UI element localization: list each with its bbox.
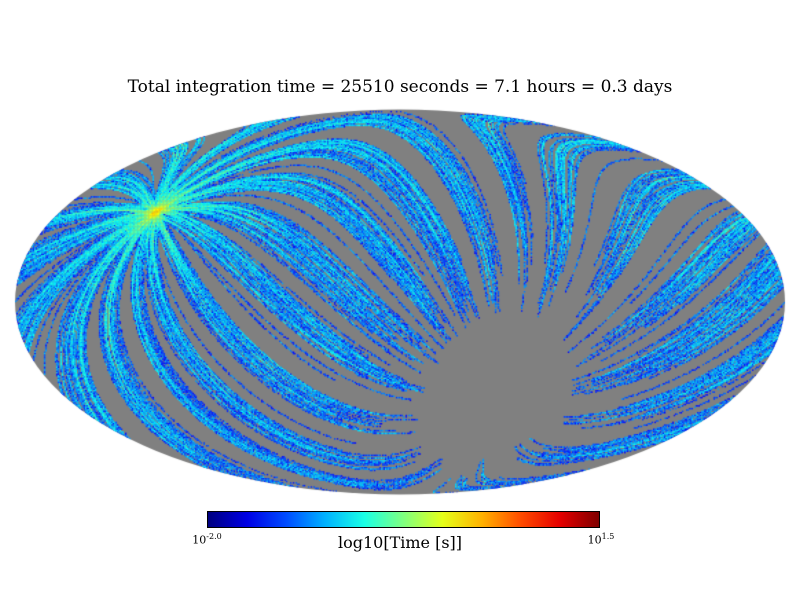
colorbar-label: log10[Time [s]] <box>337 533 463 552</box>
colorbar-min-exponent: -2.0 <box>206 532 222 541</box>
colorbar-max-base: 10 <box>587 533 602 547</box>
colorbar-min-tick: 10-2.0 <box>192 532 221 547</box>
colorbar-min-base: 10 <box>192 533 207 547</box>
colorbar-max-tick: 101.5 <box>588 532 615 547</box>
colorbar <box>207 511 600 528</box>
colorbar-max-exponent: 1.5 <box>601 532 615 541</box>
plot-title: Total integration time = 25510 seconds =… <box>127 77 673 97</box>
colorbar-gradient <box>208 512 599 527</box>
